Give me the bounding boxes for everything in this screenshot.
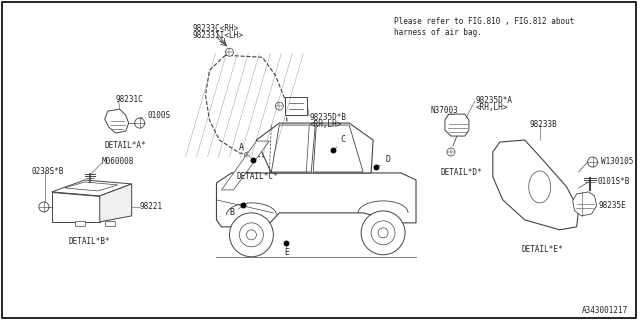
Circle shape [588, 157, 598, 167]
Polygon shape [445, 114, 469, 136]
Text: 0100S: 0100S [148, 111, 171, 120]
Circle shape [275, 102, 284, 110]
Text: 98235E: 98235E [598, 201, 627, 210]
Circle shape [378, 228, 388, 238]
Text: <RH,LH>: <RH,LH> [309, 120, 342, 129]
Text: A: A [239, 143, 244, 152]
Text: 98235D*B: 98235D*B [309, 113, 346, 122]
Text: D: D [385, 155, 390, 164]
Polygon shape [313, 125, 363, 172]
Polygon shape [493, 140, 579, 230]
Text: M060008: M060008 [102, 157, 134, 166]
Text: Please refer to FIG.810 , FIG.812 about
harness of air bag.: Please refer to FIG.810 , FIG.812 about … [394, 17, 575, 37]
Text: B: B [229, 208, 234, 217]
Text: E: E [284, 248, 289, 257]
Circle shape [246, 230, 257, 240]
Bar [105, 221, 115, 226]
Polygon shape [573, 192, 596, 216]
Polygon shape [216, 173, 416, 227]
Circle shape [39, 202, 49, 212]
Circle shape [361, 211, 405, 255]
Text: 98231C: 98231C [116, 95, 143, 104]
Polygon shape [257, 123, 373, 173]
Text: DETAIL*D*: DETAIL*D* [440, 168, 482, 178]
Text: 0101S*B: 0101S*B [598, 178, 630, 187]
Text: 98233II<LH>: 98233II<LH> [193, 31, 243, 40]
Polygon shape [52, 192, 100, 222]
Circle shape [244, 152, 250, 158]
Bar [75, 221, 84, 226]
Text: N37003: N37003 [431, 106, 459, 115]
Text: 98235D*A: 98235D*A [476, 96, 513, 105]
Ellipse shape [529, 171, 550, 203]
Text: DETAIL*B*: DETAIL*B* [69, 237, 111, 246]
Text: 0238S*B: 0238S*B [32, 167, 64, 176]
Circle shape [230, 213, 273, 257]
Circle shape [447, 148, 455, 156]
Bar [285, 97, 307, 115]
Text: A343001217: A343001217 [582, 306, 628, 315]
Circle shape [225, 48, 234, 56]
Text: DETAIL*E*: DETAIL*E* [522, 245, 564, 254]
Polygon shape [65, 182, 118, 191]
Text: DETAIL*A*: DETAIL*A* [105, 140, 147, 149]
Polygon shape [100, 184, 132, 222]
Text: 98233B: 98233B [530, 120, 557, 129]
Polygon shape [221, 141, 269, 190]
Text: DETAIL*C*: DETAIL*C* [237, 172, 278, 181]
Polygon shape [271, 125, 316, 172]
Text: W130105: W130105 [600, 157, 633, 166]
Text: C: C [340, 135, 346, 144]
Text: 98233C<RH>: 98233C<RH> [193, 24, 239, 33]
Polygon shape [205, 55, 287, 157]
Circle shape [239, 223, 264, 247]
Circle shape [371, 221, 395, 245]
Circle shape [134, 118, 145, 128]
Text: <RH,LH>: <RH,LH> [476, 103, 508, 112]
Polygon shape [105, 109, 129, 133]
Text: 98221: 98221 [140, 202, 163, 212]
Polygon shape [52, 180, 132, 196]
